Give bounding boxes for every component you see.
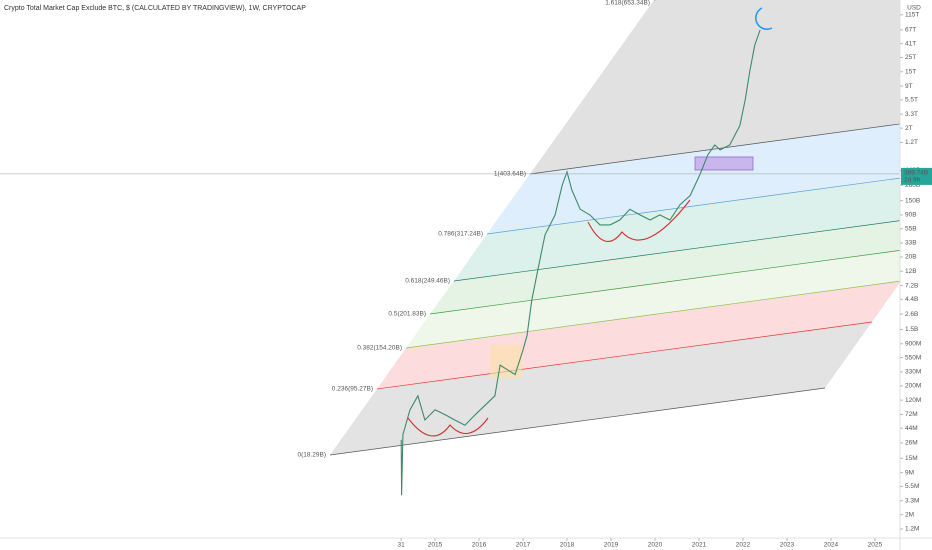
last-price-tag — [901, 167, 932, 185]
fib-band — [454, 178, 900, 281]
fib-label: 0(18.29B) — [297, 452, 326, 459]
y-tick-label: 1.5B — [905, 326, 918, 333]
y-tick-label: 72M — [905, 411, 918, 418]
fib-channel — [329, 0, 900, 456]
y-tick-label: 33B — [905, 240, 917, 247]
x-tick-label: 2024 — [824, 542, 839, 549]
fib-label: 1(403.64B) — [494, 171, 526, 178]
last-price-label: 389.74B — [904, 170, 928, 177]
cup-curve — [407, 417, 489, 437]
fib-line — [376, 321, 873, 390]
y-tick-label: 9T — [905, 83, 913, 90]
x-tick-label: 2018 — [560, 542, 575, 549]
y-tick-label: 2T — [905, 125, 913, 132]
fib-line — [453, 220, 900, 282]
fib-label: 0.786(317.24B) — [438, 231, 483, 238]
chart-title: Crypto Total Market Cap Exclude BTC, $ (… — [4, 5, 306, 12]
y-tick-label: 55B — [905, 225, 917, 232]
y-tick-label: 200M — [905, 383, 921, 390]
moon — [755, 7, 773, 30]
price-line — [400, 29, 761, 496]
x-tick-label: 2022 — [736, 542, 751, 549]
fib-label: 0.382(154.20B) — [357, 345, 402, 352]
y-tick-label: 550M — [905, 354, 921, 361]
x-tick-label: 2016 — [472, 542, 487, 549]
y-tick-label: 900M — [905, 340, 921, 347]
fib-label: 0.618(249.46B) — [405, 278, 450, 285]
fib-band — [330, 322, 872, 455]
y-tick-label: 25T — [905, 54, 916, 61]
y-tick-label: 115T — [905, 11, 919, 18]
y-tick-label: 15M — [905, 455, 918, 462]
x-tick-label: 2019 — [604, 542, 619, 549]
highlight-box — [490, 345, 522, 378]
y-tick-label: 12B — [905, 268, 917, 275]
x-tick-label: 2025 — [868, 542, 883, 549]
fib-label: 1.618(653.34B) — [605, 0, 650, 7]
x-tick-label: 2015 — [428, 542, 443, 549]
y-tick-label: 1.2T — [905, 139, 918, 146]
x-tick-label: 2020 — [648, 542, 663, 549]
y-tick-label: 26M — [905, 440, 918, 447]
fib-line — [329, 387, 826, 456]
fib-label: 0.236(95.27B) — [332, 386, 373, 393]
y-tick-label: 9M — [905, 469, 914, 476]
fib-line — [405, 280, 900, 349]
y-tick-label: 41T — [905, 40, 916, 47]
y-tick-label: 330M — [905, 369, 921, 376]
fib-band — [406, 250, 900, 348]
y-tick-label: 3.3T — [905, 111, 918, 118]
fib-line — [429, 250, 900, 315]
y-tick-label: 90B — [905, 212, 917, 219]
x-tick-label: 2021 — [692, 542, 707, 549]
y-tick-label: 1.2M — [905, 526, 919, 533]
fib-label: 0.5(201.83B) — [388, 311, 426, 318]
y-tick-label: 150B — [905, 197, 920, 204]
axes: 115T67T41T25T15T9T5.5T3.3T2T1.2T440B260B… — [398, 11, 922, 548]
y-tick-label: 3.3M — [905, 497, 919, 504]
y-tick-label: 5.5M — [905, 483, 919, 490]
y-tick-label: 67T — [905, 27, 916, 34]
fib-band — [530, 0, 900, 174]
x-tick-label: 31 — [398, 542, 406, 549]
plot-area — [0, 7, 900, 496]
x-tick-label: 2017 — [516, 542, 531, 549]
fib-band — [487, 123, 900, 234]
y-unit: USD — [907, 5, 921, 12]
fib-line — [529, 123, 900, 175]
y-tick-label: 20B — [905, 254, 917, 261]
last-price-countdown: 2d 9h — [904, 177, 921, 184]
y-tick-label: 15T — [905, 68, 916, 75]
fib-band — [430, 220, 900, 314]
x-tick-label: 2023 — [780, 542, 795, 549]
target-box — [694, 156, 754, 171]
y-tick-label: 2.6B — [905, 311, 918, 318]
y-tick-label: 7.2B — [905, 282, 918, 289]
cup-curve — [587, 199, 691, 242]
y-tick-label: 44M — [905, 425, 918, 432]
y-tick-label: 2M — [905, 511, 914, 518]
y-tick-label: 5.5T — [905, 97, 918, 104]
y-tick-label: 260B — [905, 182, 920, 189]
y-tick-label: 120M — [905, 397, 921, 404]
y-tick-label: 4.4B — [905, 296, 918, 303]
